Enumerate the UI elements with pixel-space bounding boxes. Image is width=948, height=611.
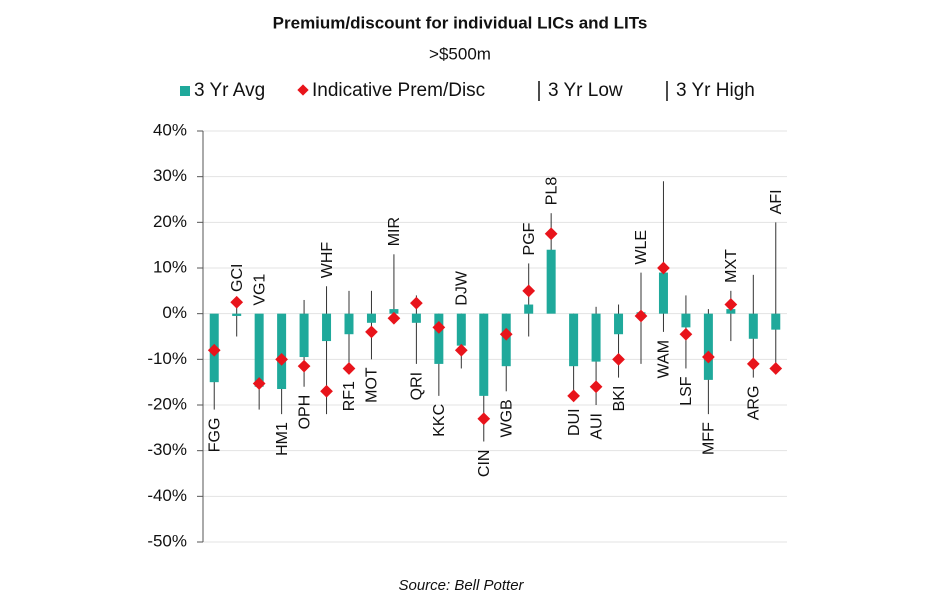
diamond bbox=[589, 380, 603, 394]
bar bbox=[299, 313, 309, 358]
diamond bbox=[320, 384, 333, 398]
y-tick-label: 20% bbox=[153, 212, 187, 231]
bar bbox=[344, 313, 354, 335]
diamond bbox=[657, 261, 670, 275]
x-tick-label: MXT bbox=[723, 249, 740, 283]
legend-swatch bbox=[297, 84, 309, 96]
legend-label: 3 Yr Avg bbox=[194, 80, 265, 101]
bar bbox=[479, 313, 489, 396]
x-tick-label: PGF bbox=[521, 222, 538, 255]
chart-subtitle: >$500m bbox=[429, 44, 491, 63]
bar bbox=[591, 313, 601, 362]
legend-label: 3 Yr High bbox=[676, 80, 755, 101]
x-tick-label: CIN bbox=[476, 450, 493, 478]
x-tick-label: WAM bbox=[656, 340, 673, 379]
x-tick-label: ARG bbox=[746, 386, 763, 421]
bar bbox=[254, 313, 264, 387]
diamond bbox=[612, 352, 625, 366]
x-tick-label: RF1 bbox=[341, 381, 358, 411]
diamond bbox=[499, 327, 513, 341]
x-tick-label: OPH bbox=[296, 395, 313, 430]
x-tick-label: MOT bbox=[364, 367, 381, 403]
bar bbox=[681, 313, 691, 328]
bar bbox=[546, 249, 556, 314]
legend-label: 3 Yr Low bbox=[548, 80, 623, 101]
bar bbox=[366, 313, 376, 323]
bar bbox=[389, 309, 399, 314]
diamond bbox=[387, 311, 401, 325]
diamond bbox=[769, 362, 783, 375]
diamond bbox=[410, 296, 423, 310]
diamond bbox=[230, 295, 244, 309]
x-tick-label: VG1 bbox=[251, 274, 268, 306]
diamond bbox=[275, 352, 288, 366]
bar bbox=[322, 313, 332, 342]
bar bbox=[726, 309, 736, 314]
bar bbox=[277, 313, 287, 390]
bar bbox=[771, 313, 781, 330]
diamond bbox=[567, 389, 580, 403]
x-tick-label: FGG bbox=[206, 418, 223, 453]
y-tick-label: -50% bbox=[147, 531, 187, 550]
diamond bbox=[454, 343, 468, 357]
x-tick-label: MFF bbox=[701, 422, 718, 455]
x-tick-label: QRI bbox=[409, 372, 426, 400]
x-tick-label: MIR bbox=[386, 217, 403, 246]
x-tick-label: BKI bbox=[611, 386, 628, 412]
x-tick-label: WLE bbox=[633, 230, 650, 265]
x-tick-label: PL8 bbox=[543, 177, 560, 206]
x-tick-label: LSF bbox=[678, 376, 695, 406]
diamond bbox=[297, 359, 311, 373]
bar bbox=[411, 313, 421, 323]
bar bbox=[569, 313, 579, 367]
x-tick-label: AUI bbox=[588, 413, 605, 440]
diamond bbox=[679, 327, 693, 341]
y-tick-label: -30% bbox=[147, 440, 187, 459]
y-tick-label: 30% bbox=[153, 166, 187, 185]
y-tick-label: 10% bbox=[153, 257, 187, 276]
bar bbox=[614, 313, 624, 335]
bar bbox=[703, 313, 713, 380]
x-tick-label: GCI bbox=[229, 264, 246, 292]
x-tick-label: HM1 bbox=[274, 422, 291, 456]
x-tick-label: WHF bbox=[319, 242, 336, 279]
diamond bbox=[342, 362, 356, 375]
chart-title: Premium/discount for individual LICs and… bbox=[273, 13, 648, 32]
bar bbox=[456, 313, 466, 346]
diamond bbox=[365, 325, 378, 339]
diamond bbox=[544, 227, 558, 241]
diamond bbox=[207, 343, 221, 357]
y-tick-label: -10% bbox=[147, 349, 187, 368]
x-tick-label: DJW bbox=[454, 270, 471, 306]
bar bbox=[232, 313, 242, 316]
legend-swatch bbox=[180, 86, 190, 96]
bar bbox=[658, 272, 668, 314]
x-tick-label: DUI bbox=[566, 408, 583, 436]
y-tick-label: 0% bbox=[162, 303, 187, 322]
x-tick-label: AFI bbox=[768, 189, 785, 214]
bar bbox=[524, 304, 534, 314]
bar bbox=[748, 313, 758, 339]
diamond bbox=[522, 284, 536, 298]
x-tick-label: KKC bbox=[431, 404, 448, 437]
diamond bbox=[724, 298, 738, 311]
diamond bbox=[477, 412, 491, 426]
diamond bbox=[432, 321, 446, 334]
y-tick-label: -40% bbox=[147, 486, 187, 505]
legend-label: Indicative Prem/Disc bbox=[312, 80, 485, 101]
diamond bbox=[252, 377, 266, 390]
diamond bbox=[634, 309, 648, 323]
y-tick-label: 40% bbox=[153, 120, 187, 139]
x-tick-label: WGB bbox=[498, 399, 515, 437]
bar bbox=[434, 313, 444, 364]
y-tick-label: -20% bbox=[147, 394, 187, 413]
source: Source: Bell Potter bbox=[398, 577, 524, 594]
